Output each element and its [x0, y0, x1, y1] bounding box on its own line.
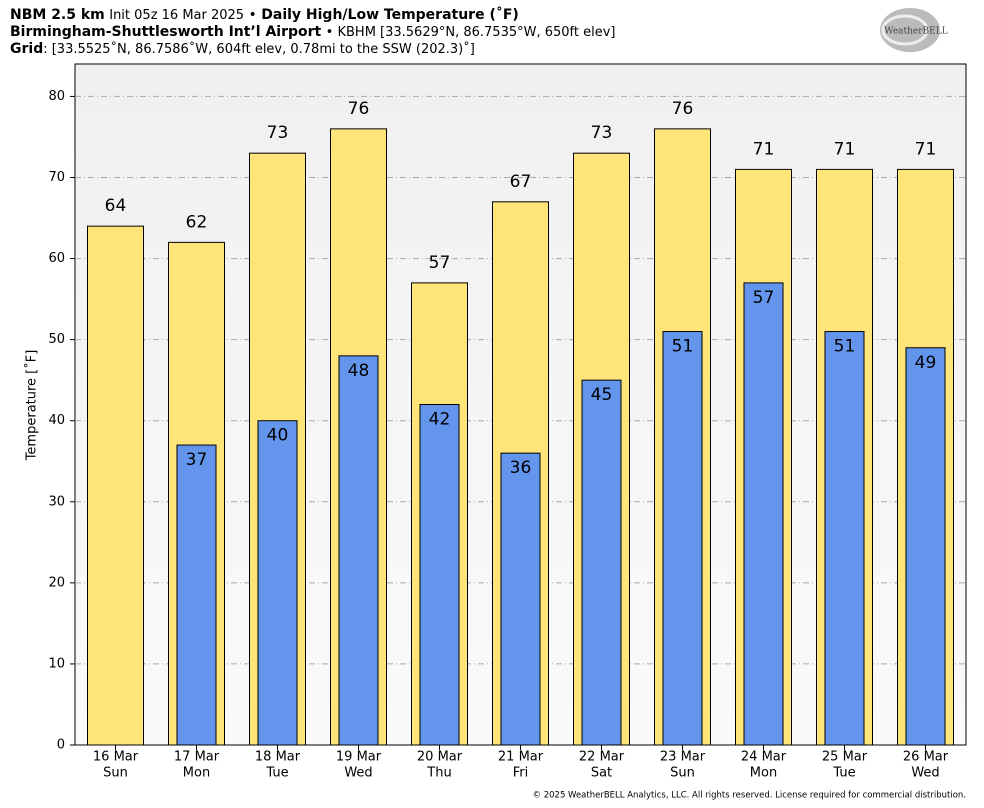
- x-tick-weekday: Mon: [183, 766, 210, 781]
- station-info: • KBHM [33.5629°N, 86.7535°W, 650ft elev…: [326, 25, 616, 40]
- x-tick-weekday: Fri: [513, 766, 529, 781]
- value-label: 76: [672, 99, 694, 119]
- y-tick-label: 10: [48, 656, 65, 671]
- bar: [662, 331, 703, 746]
- value-label: 40: [267, 426, 289, 446]
- value-label: 57: [429, 253, 451, 273]
- bar: [338, 355, 379, 746]
- bar: [257, 420, 298, 746]
- x-tick-weekday: Tue: [832, 766, 855, 781]
- x-tick-weekday: Tue: [265, 766, 288, 781]
- x-tick-label: 24 Mar: [741, 750, 787, 765]
- x-tick-weekday: Thu: [426, 766, 451, 781]
- value-label: 42: [429, 410, 451, 430]
- x-tick-label: 26 Mar: [903, 750, 949, 765]
- x-tick-weekday: Sat: [591, 766, 612, 781]
- value-label: 49: [915, 353, 937, 373]
- value-label: 36: [510, 458, 532, 478]
- value-label: 76: [348, 99, 370, 119]
- value-label: 73: [267, 123, 289, 143]
- y-tick-label: 80: [48, 89, 65, 104]
- bar: [500, 452, 541, 746]
- bar: [743, 282, 784, 746]
- x-tick-label: 25 Mar: [822, 750, 868, 765]
- value-label: 48: [348, 361, 370, 381]
- bar: [87, 225, 144, 746]
- y-tick-label: 20: [48, 575, 65, 590]
- bar: [905, 347, 946, 746]
- x-tick-weekday: Wed: [911, 766, 939, 781]
- bar: [176, 444, 217, 746]
- y-tick-label: 70: [48, 170, 65, 185]
- x-tick-label: 22 Mar: [579, 750, 625, 765]
- value-label: 64: [105, 196, 127, 216]
- bar: [824, 331, 865, 746]
- y-tick-label: 40: [48, 413, 65, 428]
- value-label: 71: [753, 139, 775, 159]
- value-label: 67: [510, 172, 532, 192]
- grid-label: Grid: [10, 41, 43, 57]
- value-label: 57: [753, 288, 775, 308]
- x-tick-label: 21 Mar: [498, 750, 544, 765]
- x-tick-weekday: Sun: [103, 766, 128, 781]
- x-tick-weekday: Sun: [670, 766, 695, 781]
- value-label: 62: [186, 212, 208, 232]
- x-tick-label: 18 Mar: [255, 750, 301, 765]
- init: Init 05z 16 Mar 2025: [109, 8, 244, 23]
- value-label: 51: [834, 337, 856, 357]
- x-tick-label: 20 Mar: [417, 750, 463, 765]
- grid-info: : [33.5525˚N, 86.7586˚W, 604ft elev, 0.7…: [43, 41, 475, 57]
- station: Birmingham-Shuttlesworth Int’l Airport: [10, 24, 322, 40]
- logo-text: WeatherBELL: [884, 27, 947, 37]
- footer: © 2025 WeatherBELL Analytics, LLC. All r…: [533, 791, 966, 801]
- y-tick-label: 0: [57, 738, 65, 753]
- y-axis-label: Temperature [˚F]: [24, 350, 40, 462]
- x-tick-label: 17 Mar: [174, 750, 220, 765]
- y-tick-label: 50: [48, 332, 65, 347]
- bar: [581, 379, 622, 746]
- value-label: 37: [186, 450, 208, 470]
- x-tick-label: 16 Mar: [93, 750, 139, 765]
- value-label: 51: [672, 337, 694, 357]
- value-label: 73: [591, 123, 613, 143]
- model: NBM 2.5 km: [10, 7, 105, 23]
- header-line-3: Grid: [33.5525˚N, 86.7586˚W, 604ft elev,…: [10, 41, 475, 58]
- value-label: 71: [915, 139, 937, 159]
- x-tick-label: 23 Mar: [660, 750, 706, 765]
- header-line-1: NBM 2.5 km Init 05z 16 Mar 2025 • Daily …: [10, 6, 519, 23]
- logo-swirl: [881, 14, 929, 46]
- x-tick-weekday: Mon: [750, 766, 777, 781]
- value-label: 45: [591, 385, 613, 405]
- separator: •: [249, 7, 257, 23]
- header-line-2: Birmingham-Shuttlesworth Int’l Airport •…: [10, 24, 616, 40]
- x-tick-label: 19 Mar: [336, 750, 382, 765]
- bar: [419, 404, 460, 746]
- y-tick-label: 30: [48, 494, 65, 509]
- y-tick-label: 60: [48, 251, 65, 266]
- value-label: 71: [834, 139, 856, 159]
- product: Daily High/Low Temperature (˚F): [261, 6, 519, 23]
- x-tick-weekday: Wed: [344, 766, 372, 781]
